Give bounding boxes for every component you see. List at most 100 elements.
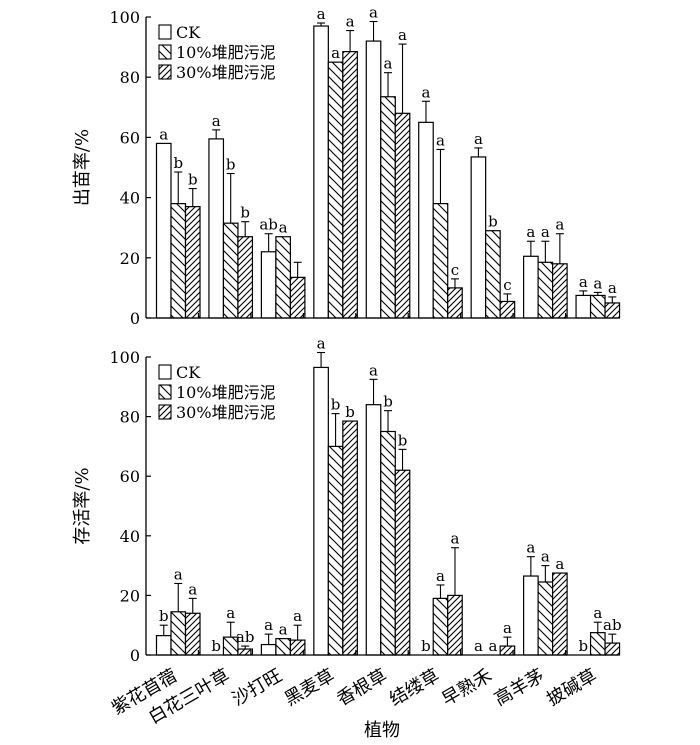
legend-swatch [158,404,172,420]
significance-label: b [383,393,393,411]
bar [523,575,539,656]
category-label: 沙打旺 [229,665,286,710]
legend-swatch [158,44,172,60]
significance-label: ab [259,216,278,234]
bar [170,203,187,319]
bar [289,639,306,656]
significance-label: ab [236,628,255,646]
bar [394,112,411,319]
significance-label: a [279,621,288,639]
significance-label: b [226,156,236,174]
significance-label: a [555,555,564,573]
significance-label: a [264,616,273,634]
bar [313,25,329,319]
bar [327,61,344,319]
bar [184,612,201,656]
bar [237,648,254,656]
significance-label: a [421,83,430,101]
bar [327,445,344,656]
y-tick-label: 40 [120,189,140,208]
significance-label: a [346,13,355,31]
legend-label: 30%堆肥污泥 [176,403,276,422]
legend-label: 30%堆肥污泥 [176,63,276,82]
bar [380,430,396,656]
bar [499,645,516,656]
y-tick-label: 60 [120,128,140,147]
y-axis-label: 出苗率/% [72,129,93,206]
bar [537,261,554,319]
significance-label: a [317,335,326,353]
bar [170,611,187,656]
bar [342,420,358,656]
significance-label: b [398,431,408,449]
bar [222,222,239,319]
bar [552,572,568,656]
significance-label: a [436,567,445,585]
significance-label: a [159,125,168,143]
bar [313,366,329,656]
y-axis-label: 存活率/% [72,467,93,544]
significance-label: a [331,44,340,62]
significance-label: a [279,219,288,237]
significance-label: a [555,216,564,234]
significance-label: b [421,637,431,655]
significance-label: a [474,637,483,655]
bar [260,643,277,656]
bar [365,40,382,319]
bar [380,96,396,319]
significance-label: a [317,5,326,23]
legend-label: 10%堆肥污泥 [176,383,276,402]
y-tick-label: 0 [130,646,140,665]
bar [604,642,621,656]
bar [208,138,225,319]
significance-label: a [488,637,497,655]
bar [447,594,463,656]
category-label: 黑麦草 [281,665,338,710]
significance-label: c [503,276,511,294]
significance-label: b [173,154,183,172]
bar [604,302,621,319]
bar [432,203,449,319]
significance-label: a [369,4,378,22]
y-tick-label: 20 [120,249,140,268]
bar [289,276,306,319]
bar [418,121,434,319]
significance-label: a [503,619,512,637]
category-label: 披碱草 [543,665,600,710]
y-tick-label: 0 [130,309,140,328]
legend-label: CK [176,23,201,42]
significance-label: b [579,637,589,655]
bar [523,255,539,319]
bar [365,404,382,656]
bar [575,294,592,319]
bar [275,236,291,319]
significance-label: ab [603,616,622,634]
y-tick-label: 80 [120,408,140,427]
bar [589,632,606,656]
bar [342,51,358,319]
legend-label: CK [176,363,201,382]
legend-swatch [158,384,172,400]
significance-label: a [579,273,588,291]
bar [394,469,411,656]
legend-label: 10%堆肥污泥 [176,43,276,62]
bar [237,236,254,319]
significance-label: a [526,223,535,241]
bar [447,287,463,319]
legend-swatch [158,364,172,380]
category-label: 高羊茅 [491,665,548,710]
bar [537,581,554,656]
y-tick-label: 60 [120,467,140,486]
y-tick-label: 100 [109,8,140,27]
significance-label: a [293,607,302,625]
significance-label: a [384,55,393,73]
significance-label: a [188,580,197,598]
significance-label: a [593,274,602,292]
significance-label: a [526,539,535,557]
category-label: 香根草 [334,665,391,710]
significance-label: a [398,26,407,44]
